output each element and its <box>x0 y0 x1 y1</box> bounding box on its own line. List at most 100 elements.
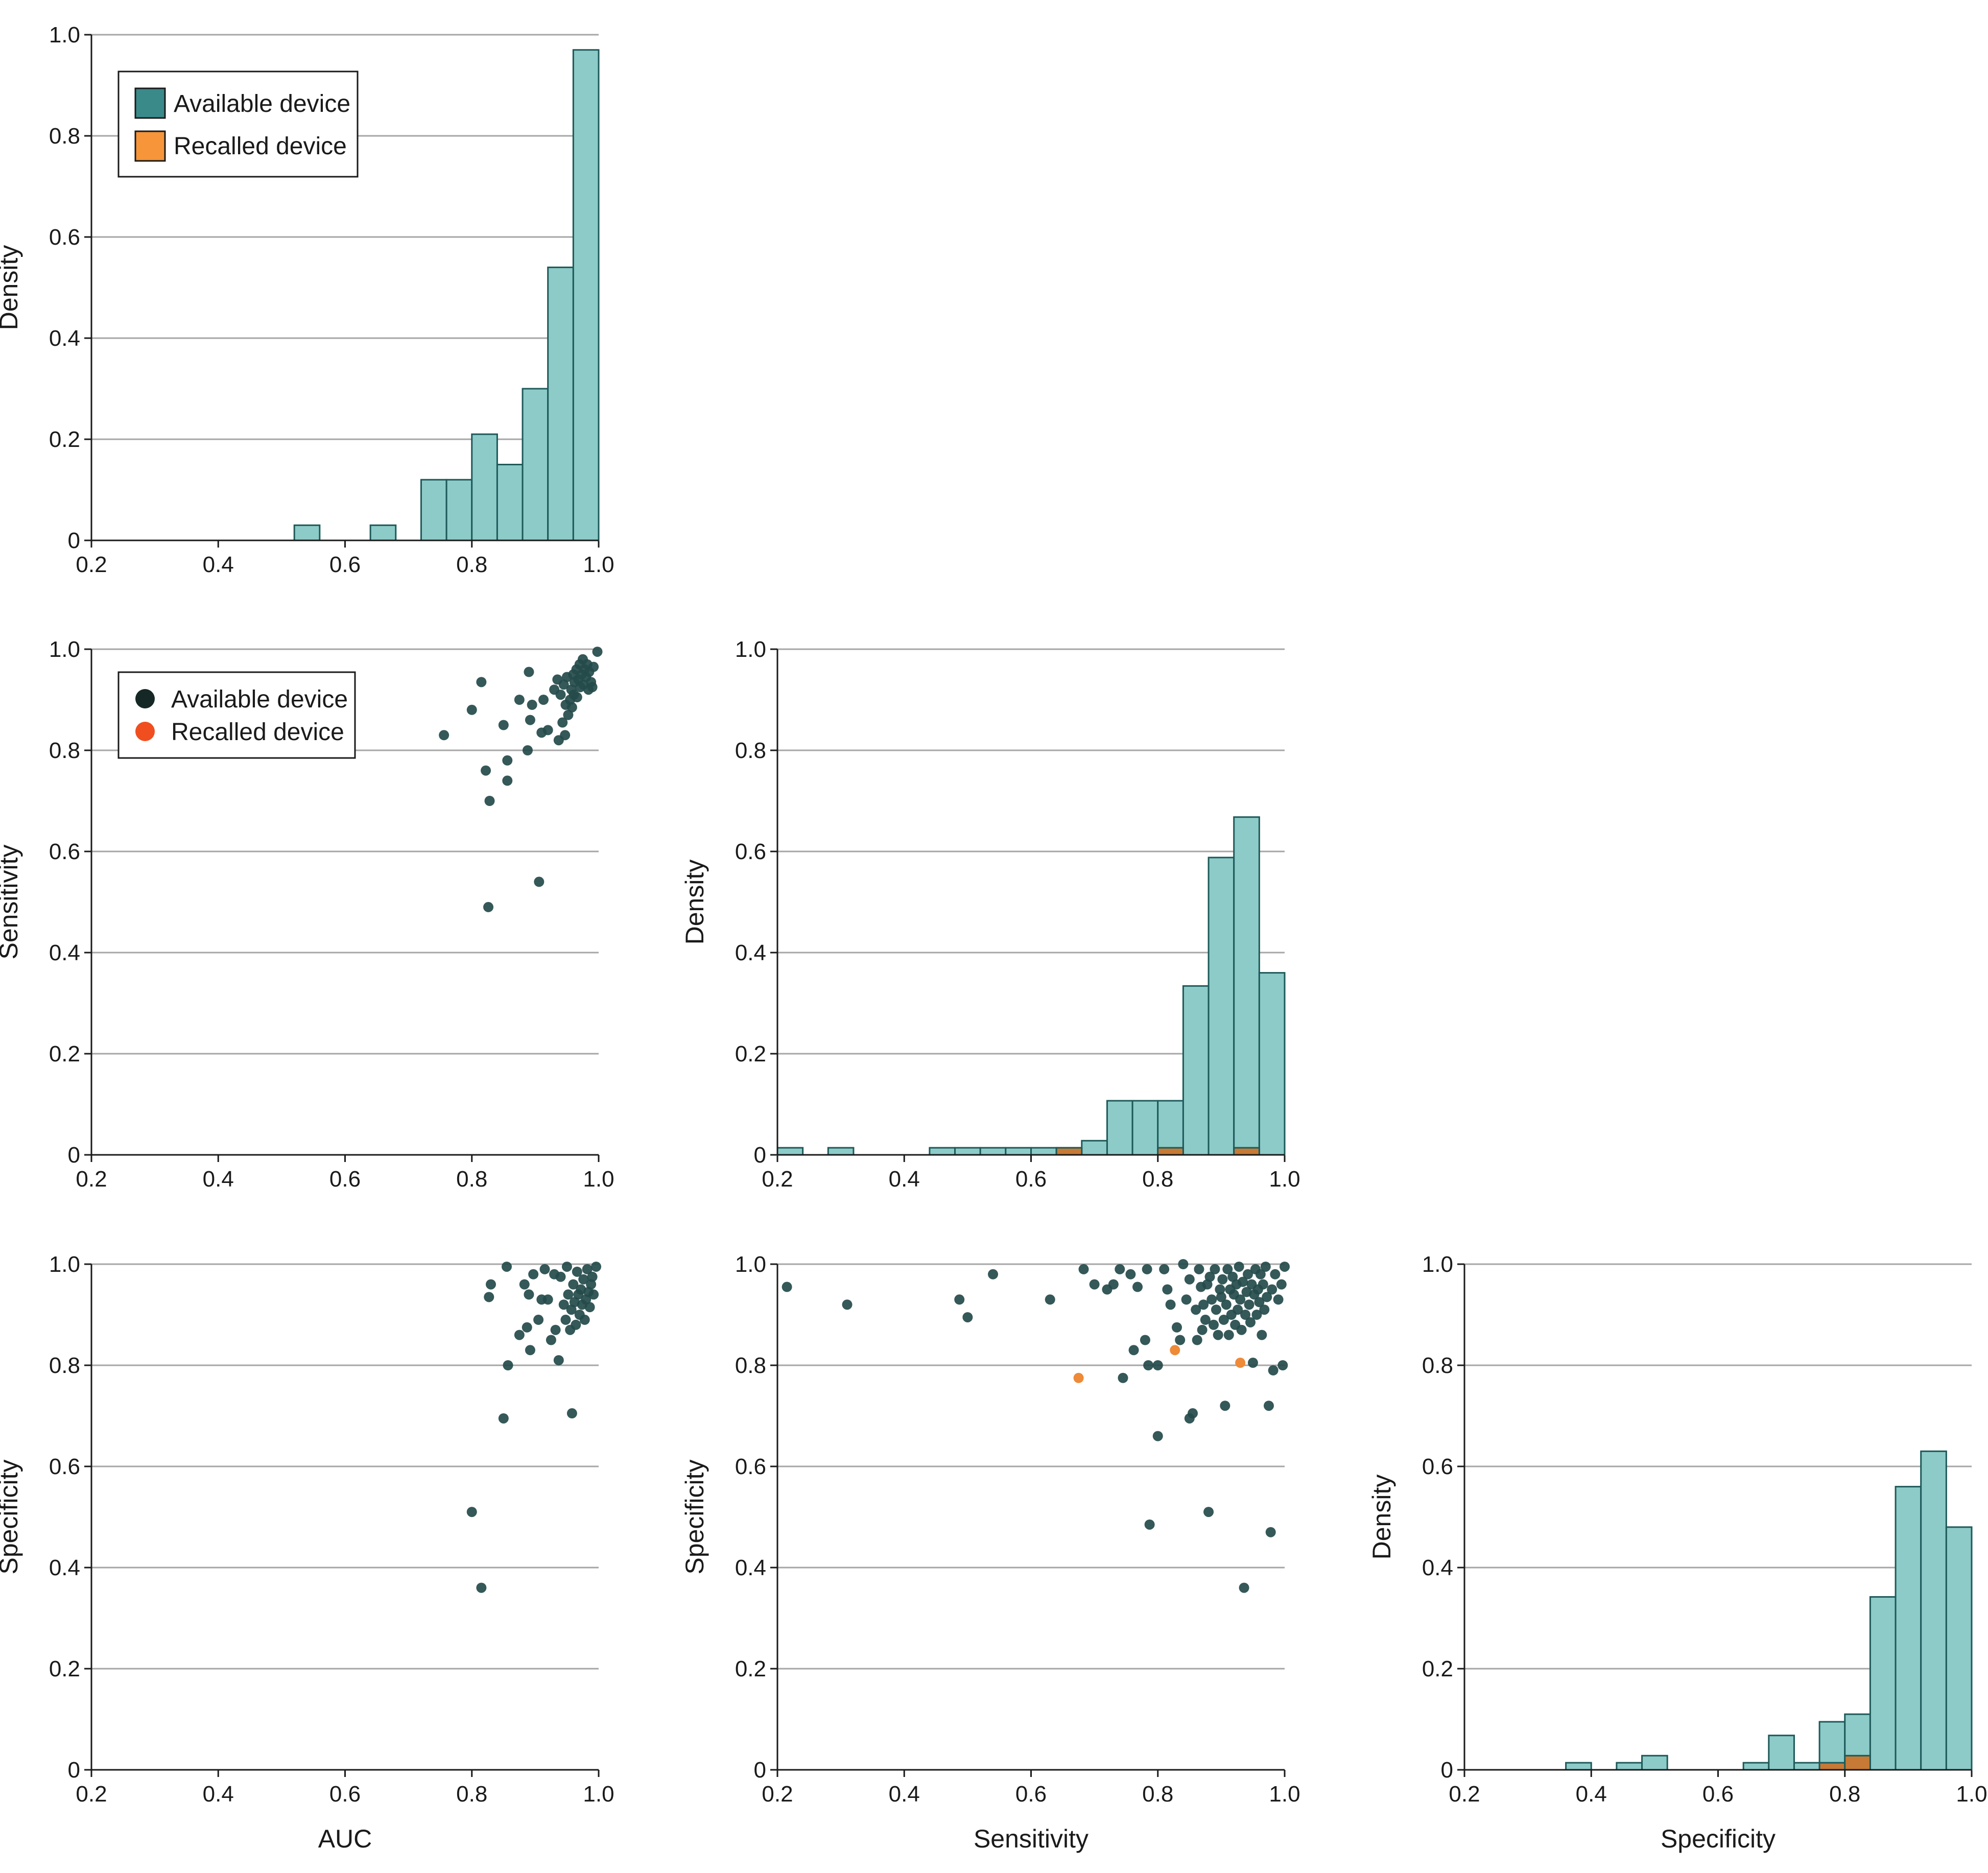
available-device-point <box>1263 1401 1274 1411</box>
available-device-point <box>1222 1264 1233 1274</box>
available-device-point <box>539 1264 550 1274</box>
available-device-point <box>502 775 513 786</box>
available-device-point <box>476 1582 487 1593</box>
available-device-point <box>1118 1372 1128 1383</box>
available-device-point <box>528 1269 539 1279</box>
available-device-point <box>525 715 535 725</box>
y-tick-label: 1.0 <box>735 1252 766 1277</box>
y-axis-title: Specificity <box>680 1459 709 1574</box>
available-device-point <box>1217 1274 1228 1285</box>
y-axis-title: Density <box>1367 1475 1396 1560</box>
y-tick-label: 0.8 <box>49 1353 80 1378</box>
available-device-point <box>1132 1282 1143 1292</box>
available-device-bar <box>1920 1450 1947 1771</box>
y-tick-label: 0.6 <box>735 1454 766 1479</box>
specificity-vs-sensitivity-scatter: 00.20.40.60.81.00.2 0.4 0.6 0.8 1.0Specifici… <box>680 1252 1300 1853</box>
recalled-device-point <box>1073 1372 1084 1383</box>
available-device-point <box>1213 1330 1223 1340</box>
available-device-marker <box>135 689 155 708</box>
available-device-point <box>1267 1284 1277 1295</box>
available-device-bar <box>572 49 600 541</box>
available-device-point <box>1262 1292 1272 1302</box>
available-device-point <box>1192 1335 1202 1345</box>
available-device-point <box>1152 1431 1163 1441</box>
available-device-point <box>538 695 549 705</box>
available-device-bar <box>827 1147 855 1156</box>
y-tick-label: 0.4 <box>735 1555 766 1580</box>
y-axis-title: Sensitivity <box>0 844 23 959</box>
x-tick-label: 0.2 <box>762 1782 793 1807</box>
available-device-point <box>476 677 487 687</box>
available-device-point <box>563 1289 574 1300</box>
available-device-bar <box>496 464 524 541</box>
available-device-point <box>954 1294 965 1305</box>
available-device-point <box>579 1314 590 1325</box>
x-axis-title: Sensitivity <box>974 1824 1088 1853</box>
y-tick-label: 0 <box>68 1758 80 1783</box>
available-device-point <box>533 1314 544 1325</box>
y-tick-label: 0.2 <box>735 1656 766 1681</box>
y-tick-label: 0.8 <box>735 1353 766 1378</box>
available-device-point <box>1216 1292 1226 1302</box>
available-device-point <box>1181 1294 1192 1305</box>
available-device-point <box>485 1279 496 1290</box>
available-device-point <box>588 661 599 672</box>
available-device-point <box>560 1314 571 1325</box>
y-tick-label: 0.6 <box>49 1454 80 1479</box>
available-device-point <box>1276 1279 1287 1290</box>
available-device-bar <box>1157 1100 1184 1156</box>
available-device-point <box>1125 1269 1136 1279</box>
available-device-point <box>1115 1264 1125 1274</box>
available-device-point <box>988 1269 999 1279</box>
available-device-bar <box>293 524 321 541</box>
x-tick-label: 0.2 <box>762 1167 793 1192</box>
available-device-point <box>1243 1269 1253 1279</box>
available-device-point <box>439 730 449 741</box>
y-tick-label: 0.2 <box>49 1656 80 1681</box>
available-device-bar <box>776 1147 804 1156</box>
x-tick-label: 0.6 <box>1015 1782 1047 1807</box>
available-device-point <box>466 704 477 715</box>
available-device-point <box>481 765 491 776</box>
available-device-bar <box>1208 857 1235 1156</box>
y-tick-label: 0.8 <box>49 124 80 149</box>
y-tick-label: 1.0 <box>735 637 766 662</box>
available-device-point <box>1255 1269 1266 1279</box>
available-device-point <box>542 1294 553 1305</box>
recalled-device-swatch <box>134 130 166 162</box>
y-tick-label: 0.4 <box>49 1555 80 1580</box>
available-device-point <box>1159 1264 1170 1274</box>
available-device-point <box>1265 1527 1276 1537</box>
available-device-bar <box>1182 985 1210 1156</box>
available-device-bar <box>522 388 549 541</box>
available-device-point <box>522 1322 532 1333</box>
available-device-point <box>1045 1294 1055 1305</box>
available-device-point <box>588 1289 599 1300</box>
y-tick-label: 0.6 <box>49 225 80 250</box>
available-device-point <box>1280 1261 1290 1272</box>
available-device-point <box>1162 1284 1173 1295</box>
x-tick-label: 0.8 <box>456 552 487 577</box>
available-device-point <box>1178 1259 1189 1269</box>
recalled-device-bar <box>1157 1147 1184 1156</box>
specificity-density-histogram: 00.20.40.60.81.00.2 0.4 0.6 0.8 1.0DensitySp… <box>1367 1252 1987 1853</box>
available-device-point <box>572 1266 582 1277</box>
available-device-bar <box>1258 972 1286 1156</box>
available-device-point <box>563 709 574 720</box>
available-device-point <box>561 1261 572 1272</box>
available-device-point <box>558 1299 569 1310</box>
available-device-point <box>1227 1271 1238 1282</box>
x-tick-label: 0.2 <box>76 1782 107 1807</box>
available-device-point <box>1254 1297 1265 1308</box>
available-device-point <box>1203 1507 1214 1518</box>
available-device-bar <box>1616 1762 1643 1771</box>
available-device-point <box>1273 1294 1284 1305</box>
available-device-point <box>546 1335 556 1345</box>
available-device-bar <box>1106 1100 1133 1156</box>
available-device-point <box>484 1292 494 1302</box>
x-tick-label: 0.6 <box>1015 1167 1047 1192</box>
available-device-point <box>484 796 495 806</box>
x-axis-title: AUC <box>318 1824 372 1853</box>
available-device-point <box>1218 1314 1229 1325</box>
available-device-point <box>1140 1335 1150 1345</box>
